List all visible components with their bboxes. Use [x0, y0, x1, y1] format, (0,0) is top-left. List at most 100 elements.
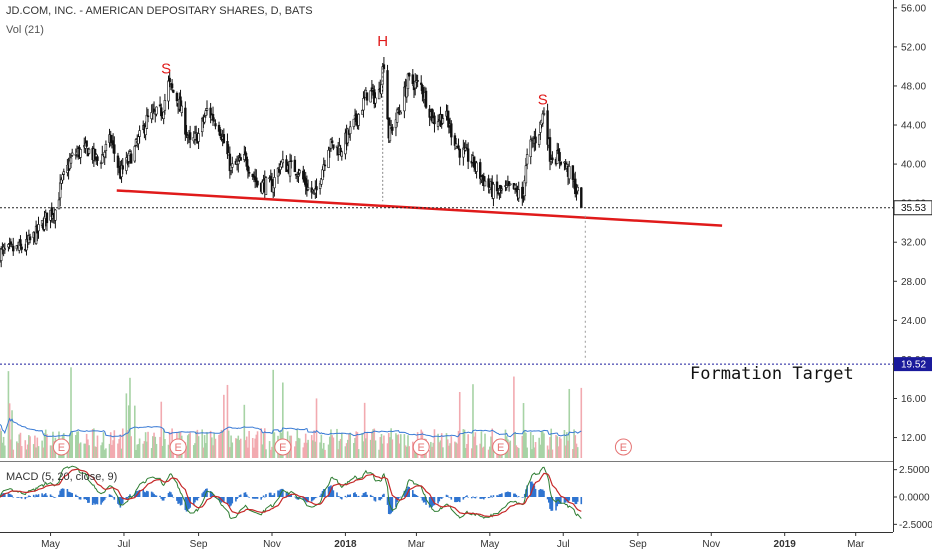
candle-body [264, 177, 268, 195]
volume-bar [91, 428, 94, 458]
macd-histogram-bar [265, 494, 267, 497]
volume-bar [253, 447, 255, 458]
candle-body [416, 80, 419, 82]
volume-indicator-label[interactable]: Vol (21) [6, 24, 44, 36]
macd-histogram-bar [573, 497, 575, 502]
macd-histogram-bar [144, 492, 147, 497]
macd-histogram-bar [206, 488, 208, 497]
volume-bar [245, 436, 248, 458]
candle-body [203, 116, 206, 123]
macd-histogram-bar [290, 494, 293, 497]
macd-histogram-bar [386, 497, 389, 505]
volume-bar [515, 445, 518, 458]
volume-bar [489, 446, 491, 458]
macd-histogram-bar [101, 497, 104, 503]
volume-bar [237, 435, 240, 458]
macd-histogram-bar [472, 496, 474, 498]
macd-histogram-bar [457, 497, 460, 502]
candle-body [323, 164, 327, 167]
macd-histogram-bar [164, 497, 166, 499]
macd-histogram-bar [421, 497, 424, 501]
candle-body [500, 188, 504, 191]
macd-histogram-bar [391, 497, 394, 512]
macd-axis-tick-label: 2.5000 [899, 465, 930, 476]
candle-body [116, 155, 120, 168]
candle-body [517, 189, 520, 199]
candle-body [87, 148, 91, 154]
volume-bar [332, 437, 335, 458]
candle-body [315, 186, 318, 191]
macd-histogram-bar [178, 497, 181, 504]
candle-body [399, 111, 402, 115]
volume-bar [71, 431, 74, 458]
price-axis-tick-label: 28.00 [901, 277, 926, 288]
volume-bar [262, 433, 265, 458]
volume-bar [35, 447, 37, 458]
macd-histogram-bar [130, 496, 132, 497]
macd-histogram-bar [574, 497, 577, 505]
macd-histogram-bar [450, 497, 453, 500]
macd-histogram-bar [159, 495, 161, 497]
volume-bar [88, 445, 90, 458]
volume-bar [374, 440, 377, 458]
macd-histogram-bar [88, 497, 90, 503]
volume-bar [202, 447, 205, 458]
candle-body [103, 151, 106, 158]
time-axis-tick-label: Jul [557, 539, 570, 550]
macd-histogram-bar [177, 497, 179, 504]
candle-body [542, 113, 546, 115]
candle-body [330, 140, 334, 144]
volume-bar [144, 432, 147, 458]
macd-histogram-bar [8, 493, 11, 497]
macd-histogram-bar [353, 492, 355, 497]
volume-bar [474, 432, 477, 458]
macd-histogram-bar [235, 497, 237, 502]
macd-histogram-bar [43, 494, 46, 497]
macd-histogram-bar [509, 492, 512, 497]
macd-histogram-bar [19, 497, 22, 498]
volume-bar [480, 431, 483, 458]
macd-histogram-bar [474, 497, 477, 499]
candle-body [150, 112, 153, 120]
candle-body [129, 153, 133, 164]
macd-histogram-bar [180, 497, 183, 505]
volume-bar [372, 429, 374, 458]
volume-bar [195, 431, 197, 458]
volume-bar [170, 445, 172, 458]
macd-histogram-bar [462, 497, 465, 500]
volume-bar [568, 388, 571, 458]
volume-bar [338, 440, 341, 458]
candle-body [7, 244, 10, 248]
volume-bar [194, 443, 196, 458]
macd-histogram-bar [271, 495, 273, 497]
volume-bar [573, 429, 575, 458]
candle-body [515, 187, 518, 191]
earnings-marker-label: E [174, 442, 181, 454]
macd-histogram-bar [504, 492, 507, 497]
volume-bar [24, 440, 27, 458]
volume-bar [206, 431, 208, 458]
macd-histogram-bar [556, 497, 559, 507]
candle-body [188, 132, 192, 140]
volume-bar [439, 440, 442, 458]
macd-histogram-bar [70, 492, 72, 497]
candle-body [574, 178, 577, 195]
macd-histogram-bar [87, 497, 89, 503]
macd-indicator-label[interactable]: MACD (5, 20, close, 9) [6, 471, 118, 483]
earnings-marker [169, 438, 187, 456]
macd-histogram-bar [412, 490, 414, 497]
volume-bar [320, 434, 323, 458]
macd-histogram-bar [42, 495, 45, 497]
volume-bar [315, 398, 318, 458]
candle-body [144, 126, 147, 136]
volume-bar [294, 446, 296, 458]
macd-histogram-bar [237, 497, 240, 498]
volume-bar [197, 436, 200, 458]
macd-histogram-bar [256, 497, 259, 499]
macd-histogram-bar [153, 493, 155, 497]
volume-bar [260, 428, 262, 458]
volume-bar [446, 439, 449, 458]
macd-histogram-bar [253, 497, 255, 499]
volume-bar [87, 439, 89, 458]
